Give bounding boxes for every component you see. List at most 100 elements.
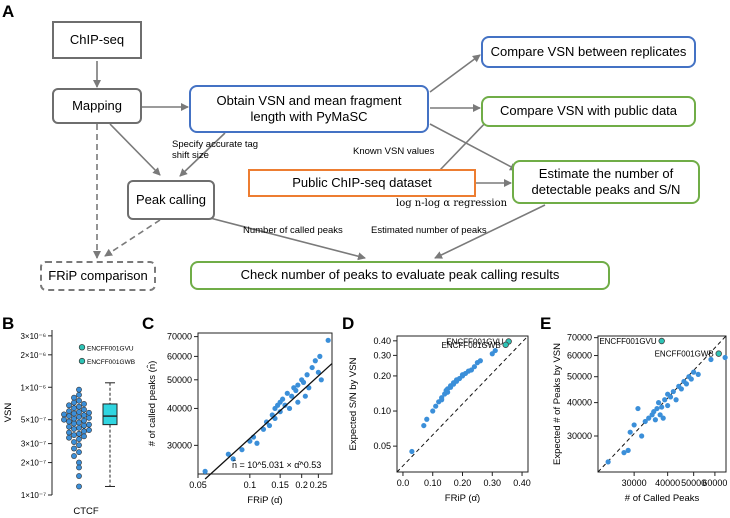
c-point (293, 387, 299, 394)
b-point (76, 483, 82, 490)
b-box (102, 403, 118, 426)
b-point (76, 409, 82, 415)
c-point (202, 468, 208, 474)
c-point (263, 419, 270, 425)
e-point (605, 459, 611, 465)
b-point (76, 397, 82, 404)
node-peak-calling: Peak calling (127, 180, 215, 220)
undefined-ytick-label: 50000 (567, 372, 592, 382)
b-point (66, 408, 72, 415)
b-point (76, 459, 82, 466)
c-ytick-label: 30000 (167, 440, 192, 450)
e-diagonal (597, 335, 727, 473)
d-xtick-label: 0.10 (424, 478, 442, 488)
node-public-dataset: Public ChIP-seq dataset (248, 169, 476, 197)
b-point (76, 449, 82, 456)
e-highlight-label: ENCFF001GVU (599, 337, 657, 346)
c-point (295, 382, 301, 388)
c-xtick-label: 0.25 (310, 480, 328, 490)
b-ytick-label: 3×10⁻⁶ (20, 332, 46, 341)
b-point (71, 445, 77, 452)
c-xtick-label: 0.1 (244, 480, 257, 490)
c-point (254, 440, 260, 446)
b-point (76, 464, 82, 471)
arrow-estimate-check (434, 204, 546, 259)
c-xlabel: FRiP (α̂) (247, 495, 282, 506)
b-point (71, 439, 77, 445)
arrow-obtain-peakcalling (179, 132, 226, 177)
undefined-ytick-label: 0.20 (373, 371, 391, 381)
d-xlabel: FRiP (α̂) (445, 493, 480, 504)
c-xtick-label: 0.2 (295, 480, 308, 490)
e-xtick-label: 30000 (622, 478, 647, 488)
d-point (430, 408, 436, 414)
b-point (66, 434, 72, 441)
b-highlight-label: ENCFF001GVU (87, 345, 134, 352)
d-point (421, 422, 427, 429)
e-highlight-point (715, 350, 722, 357)
e-point (665, 402, 671, 409)
c-point (300, 379, 307, 385)
b-point (71, 399, 77, 406)
e-xlabel: # of Called Peaks (625, 493, 700, 504)
c-point (318, 377, 324, 383)
panel-label-c: C (142, 314, 155, 333)
c-point (225, 451, 231, 457)
b-point (81, 406, 87, 413)
e-xtick-label: 50000 (681, 478, 706, 488)
c-fit-label: n̂ = 10^5.031 × α̂^0.53 (232, 460, 321, 470)
e-point (660, 415, 666, 421)
b-point (71, 426, 77, 432)
e-highlight-label: ENCFF001GWB (655, 350, 714, 359)
e-point (635, 405, 641, 412)
e-point (691, 369, 697, 375)
edge-label-regression: log n-log α regression (396, 198, 508, 209)
e-xtick-label: 40000 (655, 478, 680, 488)
arrow-peakcalling-check (209, 217, 366, 261)
b-point (81, 433, 87, 440)
e-point (667, 394, 674, 400)
b-point (81, 428, 87, 435)
b-highlight-point (78, 344, 86, 351)
b-highlight-point (78, 357, 86, 365)
b-point (76, 391, 82, 398)
node-check-peaks: Check number of peaks to evaluate peak c… (190, 261, 610, 290)
b-point (66, 402, 72, 409)
undefined-ytick-label: 70000 (567, 333, 592, 343)
b-point (76, 414, 82, 420)
d-xtick-label: 0.40 (513, 478, 531, 488)
panel-label-b: B (2, 314, 15, 333)
b-point (66, 423, 72, 430)
node-compare-replicates: Compare VSN between replicates (481, 36, 696, 68)
panel-label-e: E (540, 314, 552, 333)
node-obtain-vsn: Obtain VSN and mean fragment length with… (189, 85, 429, 133)
c-fit-line (204, 363, 333, 480)
e-point (678, 386, 684, 392)
b-point (76, 386, 82, 393)
e-point (722, 354, 728, 361)
b-point (86, 427, 92, 434)
b-point (81, 422, 87, 429)
d-point (492, 347, 498, 354)
d-xtick-label: 0.20 (454, 478, 472, 488)
edge-label-known-vsn: Known VSN values (353, 146, 435, 157)
d-point (433, 403, 439, 409)
b-point (66, 429, 72, 436)
c-frame (197, 332, 333, 475)
b-point (71, 420, 77, 427)
e-point (631, 422, 637, 428)
b-point (71, 410, 77, 417)
undefined-ytick-label: 0.05 (373, 441, 391, 451)
e-point (708, 356, 714, 363)
arrow-dataset-public (439, 117, 491, 171)
edge-label-shift: Specify accurate tag shift size (172, 139, 259, 162)
b-point (86, 414, 92, 421)
e-point (621, 450, 627, 456)
c-point (315, 369, 321, 375)
b-point (76, 436, 82, 443)
e-point (625, 447, 631, 453)
b-point (71, 453, 77, 459)
e-point (642, 418, 648, 425)
undefined-ytick-label: 40000 (567, 398, 592, 408)
